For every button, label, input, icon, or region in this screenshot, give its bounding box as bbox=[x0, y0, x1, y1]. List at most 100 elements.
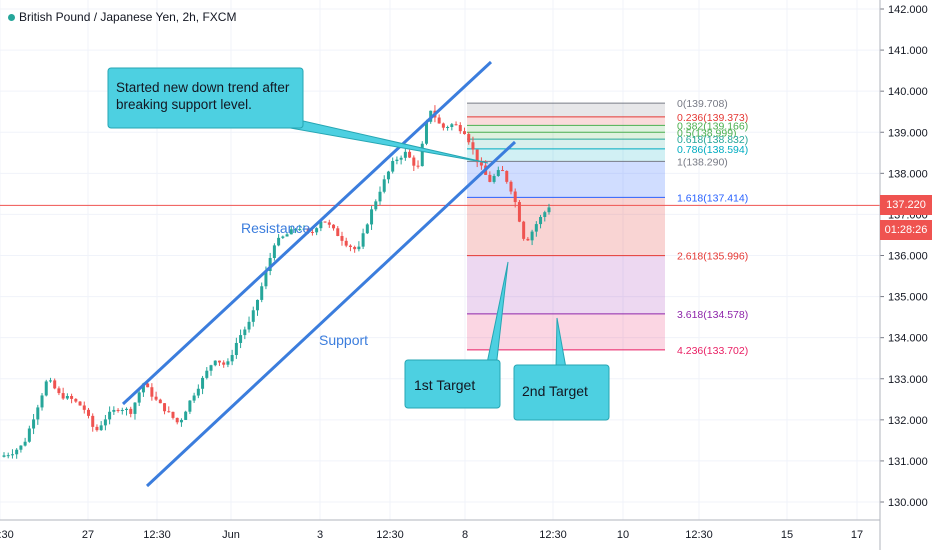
y-tick-label: 130.000 bbox=[888, 497, 928, 509]
support-label: Support bbox=[319, 332, 368, 348]
candle-body bbox=[95, 426, 99, 431]
candle-body bbox=[412, 157, 416, 166]
y-tick-label: 138.000 bbox=[888, 168, 928, 180]
y-tick-label: 133.000 bbox=[888, 374, 928, 386]
candle-body bbox=[213, 360, 217, 366]
x-tick-label: 17 bbox=[851, 529, 863, 541]
x-tick-label: 12:30 bbox=[539, 529, 567, 541]
fibonacci-extension: 0(139.708) 0.236(139.373)0.382(139.166)0.… bbox=[0, 98, 880, 357]
candle-body bbox=[530, 231, 534, 241]
candle-body bbox=[496, 170, 500, 176]
candle-body bbox=[108, 411, 112, 420]
y-tick-label: 142.000 bbox=[888, 4, 928, 16]
candle-body bbox=[243, 329, 247, 336]
candle-body bbox=[179, 419, 183, 423]
fib-level-label: 3.618(134.578) bbox=[677, 309, 748, 321]
candle-body bbox=[513, 191, 517, 203]
fib-level-label: 1(138.290) bbox=[677, 156, 728, 168]
fib-level-label: 0(139.708) bbox=[677, 98, 728, 110]
chart-title: British Pound / Japanese Yen, 2h, FXCM bbox=[8, 10, 236, 24]
candle-body bbox=[167, 411, 171, 413]
y-tick-label: 141.000 bbox=[888, 45, 928, 57]
candle-body bbox=[340, 236, 344, 241]
candle-body bbox=[154, 396, 158, 400]
candle-body bbox=[501, 170, 505, 172]
candle-body bbox=[446, 126, 450, 128]
candle-body bbox=[171, 411, 175, 418]
candle-body bbox=[399, 157, 403, 160]
candle-body bbox=[70, 396, 74, 399]
candle-body bbox=[226, 361, 230, 365]
x-tick-label: 15 bbox=[781, 529, 793, 541]
fib-zone bbox=[467, 116, 665, 126]
candle-body bbox=[382, 179, 386, 192]
candle-body bbox=[353, 246, 357, 250]
callout-text-second-target: 2nd Target bbox=[522, 383, 588, 399]
candle-body bbox=[475, 149, 479, 163]
candle-body bbox=[65, 396, 69, 399]
candle-body bbox=[205, 370, 209, 378]
candle-body bbox=[509, 181, 513, 192]
candle-body bbox=[184, 411, 188, 420]
resistance-line bbox=[121, 60, 493, 406]
candle-body bbox=[40, 395, 44, 408]
candle-body bbox=[391, 161, 395, 172]
candle-body bbox=[188, 400, 192, 412]
candle-body bbox=[294, 229, 298, 231]
candle-body bbox=[374, 201, 378, 210]
candle-body bbox=[61, 393, 65, 399]
candle-body bbox=[217, 360, 221, 363]
countdown-badge: 01:28:26 bbox=[880, 220, 932, 241]
fib-zone bbox=[467, 148, 665, 162]
candle-body bbox=[539, 216, 543, 225]
candle-body bbox=[36, 407, 40, 420]
candle-body bbox=[522, 221, 526, 239]
fib-level-label: 0.382(139.166) bbox=[677, 120, 748, 132]
y-tick-label: 135.000 bbox=[888, 292, 928, 304]
x-tick-label: 12:30 bbox=[376, 529, 404, 541]
candle-body bbox=[370, 209, 374, 225]
candle-body bbox=[348, 245, 352, 247]
candle-body bbox=[336, 228, 340, 237]
candle-body bbox=[116, 409, 120, 411]
candle-body bbox=[323, 221, 327, 223]
candle-body bbox=[175, 417, 179, 423]
candle-body bbox=[281, 236, 285, 238]
support-line bbox=[145, 140, 517, 488]
candle-body bbox=[534, 224, 538, 232]
candle-body bbox=[32, 419, 36, 429]
status-dot bbox=[8, 14, 15, 22]
candle-body bbox=[441, 123, 445, 128]
candle-body bbox=[403, 151, 407, 158]
fib-zone bbox=[467, 103, 665, 117]
candle-body bbox=[378, 191, 382, 202]
y-tick-label: 134.000 bbox=[888, 333, 928, 345]
candle-body bbox=[57, 388, 61, 394]
candle-body bbox=[6, 455, 10, 457]
fib-level-label: 0.5(138.999) bbox=[677, 127, 737, 139]
candle-body bbox=[517, 202, 521, 222]
candle-body bbox=[137, 392, 141, 403]
candle-body bbox=[251, 310, 255, 322]
candle-body bbox=[416, 165, 420, 167]
candle-body bbox=[310, 231, 314, 233]
candle-body bbox=[239, 335, 243, 343]
candle-body bbox=[437, 117, 441, 124]
candle-body bbox=[120, 409, 124, 411]
candle-body bbox=[10, 454, 14, 456]
x-tick-label: 12:30 bbox=[685, 529, 713, 541]
y-tick-label: 139.000 bbox=[888, 127, 928, 139]
candle-body bbox=[196, 388, 200, 396]
x-tick-label: 12:30 bbox=[143, 529, 171, 541]
candles bbox=[2, 105, 551, 459]
candle-body bbox=[141, 383, 145, 393]
x-tick-label: 27 bbox=[82, 529, 94, 541]
candle-body bbox=[365, 224, 369, 234]
fib-level-label: 0.236(139.373) bbox=[677, 112, 748, 124]
candle-body bbox=[27, 428, 31, 442]
candle-body bbox=[319, 221, 323, 229]
candle-body bbox=[526, 238, 530, 241]
candle-body bbox=[289, 229, 293, 235]
fib-zone bbox=[467, 161, 665, 198]
